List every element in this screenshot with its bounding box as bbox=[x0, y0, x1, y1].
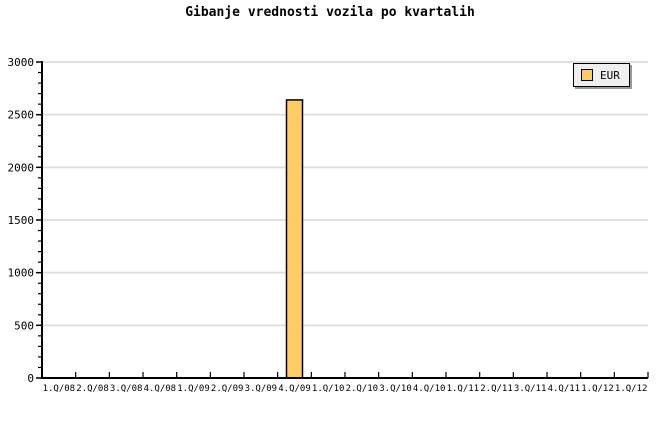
x-axis-label: 4.Q/08 bbox=[144, 384, 177, 394]
legend-swatch-icon bbox=[581, 69, 593, 81]
y-axis-label: 0 bbox=[27, 372, 34, 385]
y-axis-label: 1500 bbox=[8, 214, 35, 227]
x-axis-label: 1.Q/09 bbox=[177, 384, 210, 394]
x-axis-label: 3.Q/11 bbox=[514, 384, 547, 394]
y-axis-label: 2000 bbox=[8, 161, 35, 174]
x-axis-label: 2.Q/08 bbox=[76, 384, 109, 394]
x-axis-label: 2.Q/10 bbox=[346, 384, 379, 394]
x-axis-label: 3.Q/08 bbox=[110, 384, 143, 394]
chart-title: Gibanje vrednosti vozila po kvartalih bbox=[185, 5, 475, 20]
x-axis-label: 2.Q/11 bbox=[480, 384, 513, 394]
bar bbox=[285, 99, 304, 379]
x-axis-label: 1.Q/12 bbox=[615, 384, 648, 394]
y-axis-label: 500 bbox=[14, 319, 34, 332]
x-axis-label: 4.Q/10 bbox=[413, 384, 446, 394]
y-axis-label: 2500 bbox=[8, 109, 35, 122]
x-axis-label: 4.Q/11 bbox=[548, 384, 581, 394]
x-axis-label: 3.Q/09 bbox=[245, 384, 278, 394]
x-axis-label: 4.Q/09 bbox=[278, 384, 311, 394]
x-axis-label: 2.Q/09 bbox=[211, 384, 244, 394]
x-axis-label: 1.Q/08 bbox=[43, 384, 76, 394]
x-axis-label: 1.Q/11 bbox=[447, 384, 480, 394]
x-axis-label: 1.Q/12 bbox=[581, 384, 614, 394]
legend: EUR bbox=[573, 63, 630, 87]
x-axis-label: 1.Q/10 bbox=[312, 384, 345, 394]
legend-label: EUR bbox=[600, 68, 620, 82]
y-axis-label: 3000 bbox=[8, 56, 35, 69]
y-axis-label: 1000 bbox=[8, 267, 35, 280]
x-axis-label: 3.Q/10 bbox=[379, 384, 412, 394]
